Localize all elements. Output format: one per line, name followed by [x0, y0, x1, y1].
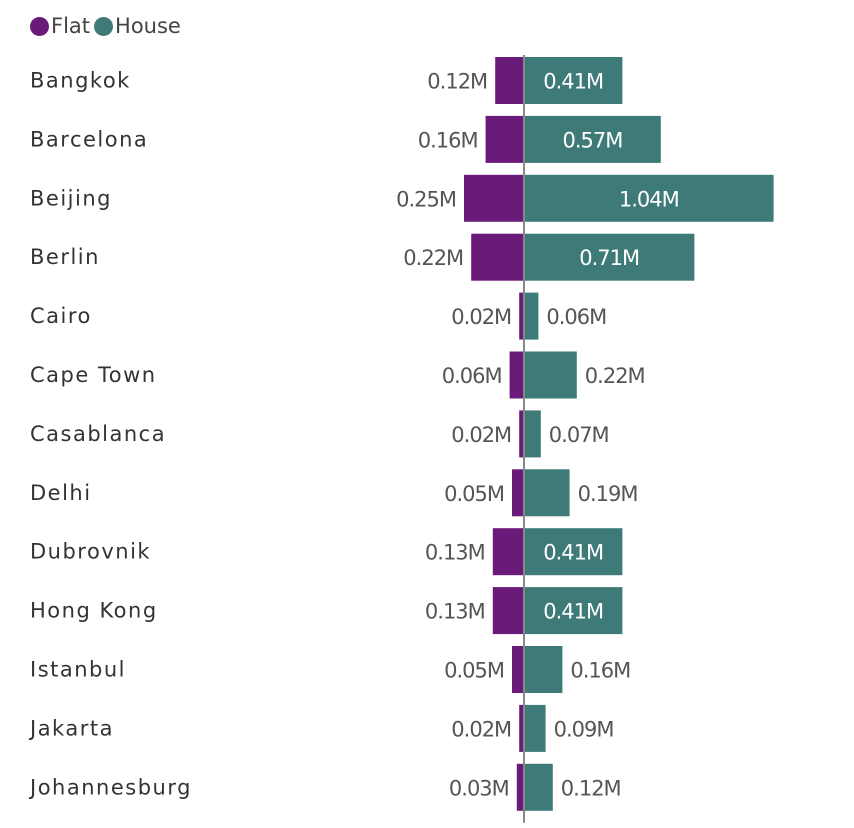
data-label-flat-beijing: 0.25M [396, 187, 456, 211]
category-label-barcelona: Barcelona [30, 127, 148, 151]
data-label-flat-bangkok: 0.12M [427, 70, 487, 94]
data-label-house-cairo: 0.06M [546, 305, 606, 329]
bar-flat-jakarta [519, 704, 524, 752]
bar-flat-casablanca [519, 410, 524, 458]
data-label-flat-delhi: 0.05M [444, 482, 504, 506]
legend-swatch-flat [30, 16, 49, 36]
bar-house-beijing [524, 174, 774, 222]
bar-house-johannesburg [524, 763, 553, 811]
data-label-house-bangkok: 0.41M [543, 70, 603, 94]
category-label-cairo: Cairo [30, 304, 92, 328]
category-label-bangkok: Bangkok [30, 69, 131, 93]
legend-label-house: House [115, 14, 181, 38]
category-label-casablanca: Casablanca [30, 422, 166, 446]
bar-house-dubrovnik [524, 528, 623, 576]
category-label-delhi: Delhi [30, 481, 92, 505]
bar-house-delhi [524, 469, 570, 517]
bar-house-hong-kong [524, 587, 623, 635]
bar-house-casablanca [524, 410, 541, 458]
bar-house-jakarta [524, 704, 546, 752]
data-label-house-delhi: 0.19M [578, 482, 638, 506]
data-label-flat-johannesburg: 0.03M [449, 776, 509, 800]
legend-swatch-house [94, 16, 114, 36]
data-label-flat-casablanca: 0.02M [451, 423, 511, 447]
bar-flat-dubrovnik [492, 528, 524, 576]
category-label-cape-town: Cape Town [30, 363, 157, 387]
bar-flat-hong-kong [492, 587, 524, 635]
bar-flat-bangkok [495, 57, 524, 104]
bar-house-cape-town [524, 351, 577, 399]
data-label-house-dubrovnik: 0.41M [543, 541, 603, 565]
data-label-flat-hong-kong: 0.13M [425, 600, 485, 624]
bar-house-cairo [524, 292, 539, 340]
data-label-flat-berlin: 0.22M [403, 246, 463, 270]
bar-house-istanbul [524, 646, 563, 693]
category-label-dubrovnik: Dubrovnik [30, 540, 151, 564]
data-label-house-jakarta: 0.09M [554, 717, 614, 741]
data-label-house-cape-town: 0.22M [585, 364, 645, 388]
legend-label-flat: Flat [51, 14, 91, 38]
data-label-flat-cape-town: 0.06M [442, 364, 502, 388]
bar-flat-istanbul [512, 646, 524, 693]
data-label-flat-barcelona: 0.16M [418, 128, 478, 152]
bar-flat-berlin [471, 233, 524, 281]
bar-house-bangkok [524, 57, 623, 104]
category-label-johannesburg: Johannesburg [28, 775, 192, 799]
data-label-house-beijing: 1.04M [619, 187, 679, 211]
legend-item-flat[interactable]: Flat [30, 14, 90, 38]
data-label-flat-cairo: 0.02M [451, 305, 511, 329]
bar-flat-cairo [519, 292, 524, 340]
bar-house-berlin [524, 233, 695, 281]
data-label-flat-istanbul: 0.05M [444, 659, 504, 683]
data-label-house-johannesburg: 0.12M [561, 776, 621, 800]
legend-item-house[interactable]: House [94, 14, 181, 38]
data-label-house-hong-kong: 0.41M [543, 600, 603, 624]
bar-flat-delhi [512, 469, 524, 517]
bar-flat-cape-town [509, 351, 524, 399]
data-label-flat-jakarta: 0.02M [451, 717, 511, 741]
category-label-hong-kong: Hong Kong [30, 599, 158, 623]
bar-house-barcelona [524, 115, 661, 163]
data-label-house-berlin: 0.71M [579, 246, 639, 270]
data-label-house-barcelona: 0.57M [562, 128, 622, 152]
bar-flat-beijing [464, 174, 524, 222]
category-label-istanbul: Istanbul [30, 658, 126, 682]
data-label-house-casablanca: 0.07M [549, 423, 609, 447]
chart-legend: Flat House [30, 14, 185, 38]
category-label-berlin: Berlin [30, 245, 100, 269]
bar-flat-barcelona [485, 115, 524, 163]
bar-flat-johannesburg [516, 763, 524, 811]
category-label-jakarta: Jakarta [28, 716, 114, 740]
data-label-house-istanbul: 0.16M [570, 659, 630, 683]
category-label-beijing: Beijing [30, 186, 112, 210]
data-label-flat-dubrovnik: 0.13M [425, 541, 485, 565]
